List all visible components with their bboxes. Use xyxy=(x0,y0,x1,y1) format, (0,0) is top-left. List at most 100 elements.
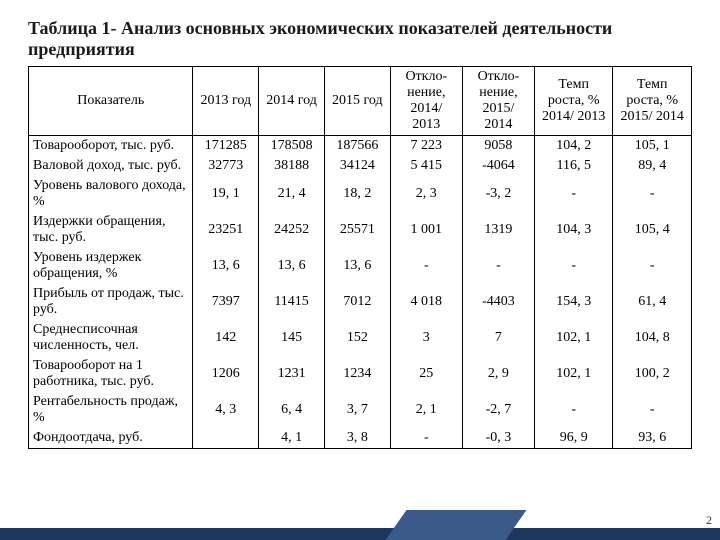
col-header-4: Откло-нение, 2014/ 2013 xyxy=(390,67,462,136)
value-cell: - xyxy=(534,392,612,428)
value-cell: 3 xyxy=(390,320,462,356)
col-header-2: 2014 год xyxy=(259,67,325,136)
value-cell xyxy=(193,428,259,449)
value-cell: 13, 6 xyxy=(193,248,259,284)
value-cell: 25 xyxy=(390,356,462,392)
value-cell: - xyxy=(390,428,462,449)
col-header-7: Темп роста, % 2015/ 2014 xyxy=(613,67,692,136)
indicator-cell: Среднесписочная численность, чел. xyxy=(29,320,193,356)
value-cell: 13, 6 xyxy=(324,248,390,284)
value-cell: 4, 3 xyxy=(193,392,259,428)
value-cell: 102, 1 xyxy=(534,356,612,392)
col-header-0: Показатель xyxy=(29,67,193,136)
indicator-cell: Фондоотдача, руб. xyxy=(29,428,193,449)
indicator-cell: Уровень издержек обращения, % xyxy=(29,248,193,284)
value-cell: 25571 xyxy=(324,212,390,248)
value-cell: 5 415 xyxy=(390,156,462,176)
value-cell: 116, 5 xyxy=(534,156,612,176)
value-cell: 19, 1 xyxy=(193,176,259,212)
indicator-cell: Рентабельность продаж, % xyxy=(29,392,193,428)
value-cell: - xyxy=(613,392,692,428)
value-cell: 145 xyxy=(259,320,325,356)
value-cell: 18, 2 xyxy=(324,176,390,212)
value-cell: -4064 xyxy=(462,156,534,176)
value-cell: -4403 xyxy=(462,284,534,320)
table-row: Валовой доход, тыс. руб.3277338188341245… xyxy=(29,156,692,176)
value-cell: 2, 1 xyxy=(390,392,462,428)
value-cell: 32773 xyxy=(193,156,259,176)
value-cell: - xyxy=(534,176,612,212)
value-cell: 96, 9 xyxy=(534,428,612,449)
table-row: Товарооборот на 1 работника, тыс. руб.12… xyxy=(29,356,692,392)
value-cell: 13, 6 xyxy=(259,248,325,284)
value-cell: 2, 9 xyxy=(462,356,534,392)
value-cell: 154, 3 xyxy=(534,284,612,320)
col-header-6: Темп роста, % 2014/ 2013 xyxy=(534,67,612,136)
value-cell: - xyxy=(613,176,692,212)
col-header-5: Откло-нение, 2015/ 2014 xyxy=(462,67,534,136)
value-cell: 23251 xyxy=(193,212,259,248)
indicator-cell: Товарооборот, тыс. руб. xyxy=(29,136,193,157)
value-cell: 152 xyxy=(324,320,390,356)
indicator-cell: Прибыль от продаж, тыс. руб. xyxy=(29,284,193,320)
value-cell: 7397 xyxy=(193,284,259,320)
table-row: Уровень издержек обращения, %13, 613, 61… xyxy=(29,248,692,284)
value-cell: 104, 8 xyxy=(613,320,692,356)
value-cell: 100, 2 xyxy=(613,356,692,392)
indicator-cell: Уровень валового дохода, % xyxy=(29,176,193,212)
value-cell: 93, 6 xyxy=(613,428,692,449)
value-cell: 9058 xyxy=(462,136,534,157)
value-cell: - xyxy=(462,248,534,284)
value-cell: - xyxy=(534,248,612,284)
value-cell: 3, 7 xyxy=(324,392,390,428)
value-cell: 171285 xyxy=(193,136,259,157)
value-cell: 4 018 xyxy=(390,284,462,320)
footer-accent xyxy=(0,528,720,540)
value-cell: 1206 xyxy=(193,356,259,392)
value-cell: 178508 xyxy=(259,136,325,157)
indicator-cell: Валовой доход, тыс. руб. xyxy=(29,156,193,176)
indicator-cell: Издержки обращения, тыс. руб. xyxy=(29,212,193,248)
value-cell: - xyxy=(613,248,692,284)
col-header-1: 2013 год xyxy=(193,67,259,136)
value-cell: 142 xyxy=(193,320,259,356)
economic-indicators-table: Показатель2013 год2014 год2015 годОткло-… xyxy=(28,66,692,449)
value-cell: 61, 4 xyxy=(613,284,692,320)
value-cell: 34124 xyxy=(324,156,390,176)
table-row: Товарооборот, тыс. руб.17128517850818756… xyxy=(29,136,692,157)
value-cell: 89, 4 xyxy=(613,156,692,176)
value-cell: 11415 xyxy=(259,284,325,320)
value-cell: 24252 xyxy=(259,212,325,248)
value-cell: 7 xyxy=(462,320,534,356)
value-cell: 2, 3 xyxy=(390,176,462,212)
table-row: Рентабельность продаж, %4, 36, 43, 72, 1… xyxy=(29,392,692,428)
col-header-3: 2015 год xyxy=(324,67,390,136)
value-cell: 187566 xyxy=(324,136,390,157)
value-cell: 7 223 xyxy=(390,136,462,157)
table-row: Прибыль от продаж, тыс. руб.739711415701… xyxy=(29,284,692,320)
table-row: Среднесписочная численность, чел.1421451… xyxy=(29,320,692,356)
value-cell: 38188 xyxy=(259,156,325,176)
value-cell: 104, 2 xyxy=(534,136,612,157)
value-cell: -3, 2 xyxy=(462,176,534,212)
table-row: Уровень валового дохода, %19, 121, 418, … xyxy=(29,176,692,212)
indicator-cell: Товарооборот на 1 работника, тыс. руб. xyxy=(29,356,193,392)
page-number: 2 xyxy=(706,513,712,528)
value-cell: -2, 7 xyxy=(462,392,534,428)
value-cell: 21, 4 xyxy=(259,176,325,212)
value-cell: -0, 3 xyxy=(462,428,534,449)
value-cell: 105, 1 xyxy=(613,136,692,157)
value-cell: 1 001 xyxy=(390,212,462,248)
table-row: Издержки обращения, тыс. руб.23251242522… xyxy=(29,212,692,248)
table-title: Таблица 1- Анализ основных экономических… xyxy=(28,18,692,60)
value-cell: 4, 1 xyxy=(259,428,325,449)
value-cell: 6, 4 xyxy=(259,392,325,428)
value-cell: 1234 xyxy=(324,356,390,392)
table-row: Фондоотдача, руб.4, 13, 8--0, 396, 993, … xyxy=(29,428,692,449)
value-cell: 7012 xyxy=(324,284,390,320)
value-cell: 104, 3 xyxy=(534,212,612,248)
value-cell: 1319 xyxy=(462,212,534,248)
value-cell: - xyxy=(390,248,462,284)
value-cell: 102, 1 xyxy=(534,320,612,356)
value-cell: 1231 xyxy=(259,356,325,392)
